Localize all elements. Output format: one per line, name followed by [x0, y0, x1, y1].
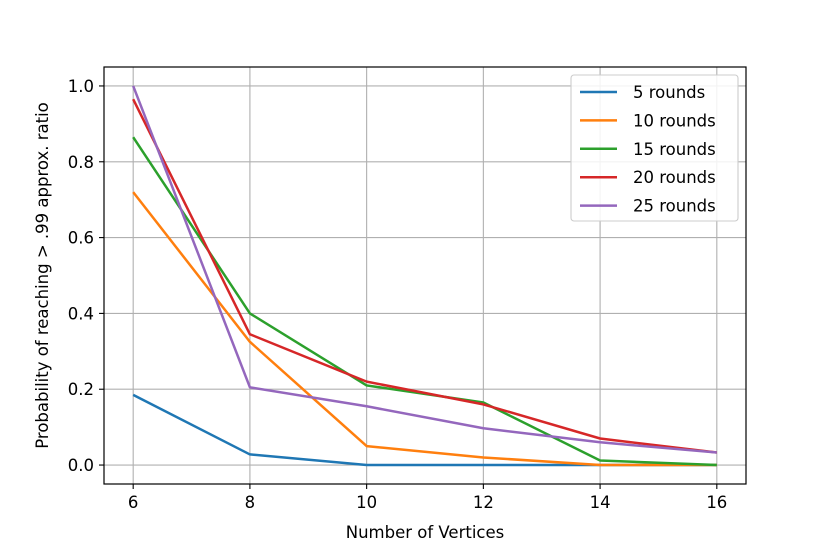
series-line-5-rounds — [132, 393, 717, 467]
legend: 5 rounds 10 rounds 15 rounds 20 rounds 25 ro… — [570, 74, 739, 222]
axis-ticks: 6 8 10 12 14 16 0.0 0.2 0.4 0.6 0.8 1.0 — [68, 77, 728, 512]
series-line-10-rounds — [132, 191, 717, 467]
y-tick-label: 0.0 — [68, 456, 94, 475]
legend-label: 25 rounds — [633, 197, 716, 216]
plot-frame — [103, 66, 747, 485]
x-tick-label: 6 — [128, 493, 139, 512]
legend-label: 20 rounds — [633, 168, 716, 187]
series-lines — [132, 85, 717, 467]
y-tick-label: 0.2 — [68, 380, 94, 399]
legend-box — [570, 74, 739, 222]
y-tick-label: 0.6 — [68, 229, 94, 248]
x-tick-label: 12 — [473, 493, 494, 512]
x-tick-label: 8 — [245, 493, 256, 512]
x-tick-label: 16 — [706, 493, 727, 512]
y-tick-label: 0.8 — [68, 153, 94, 172]
legend-label: 15 rounds — [633, 140, 716, 159]
legend-label: 5 rounds — [633, 83, 705, 102]
y-tick-label: 0.4 — [68, 304, 94, 323]
x-tick-label: 14 — [590, 493, 611, 512]
y-axis-title: Probability of reaching > .99 approx. ra… — [33, 102, 52, 449]
series-line-20-rounds — [132, 98, 717, 454]
x-axis-title: Number of Vertices — [346, 523, 505, 542]
legend-label: 10 rounds — [633, 111, 716, 130]
x-tick-label: 10 — [356, 493, 377, 512]
series-line-25-rounds — [132, 85, 717, 454]
y-tick-label: 1.0 — [68, 77, 94, 96]
